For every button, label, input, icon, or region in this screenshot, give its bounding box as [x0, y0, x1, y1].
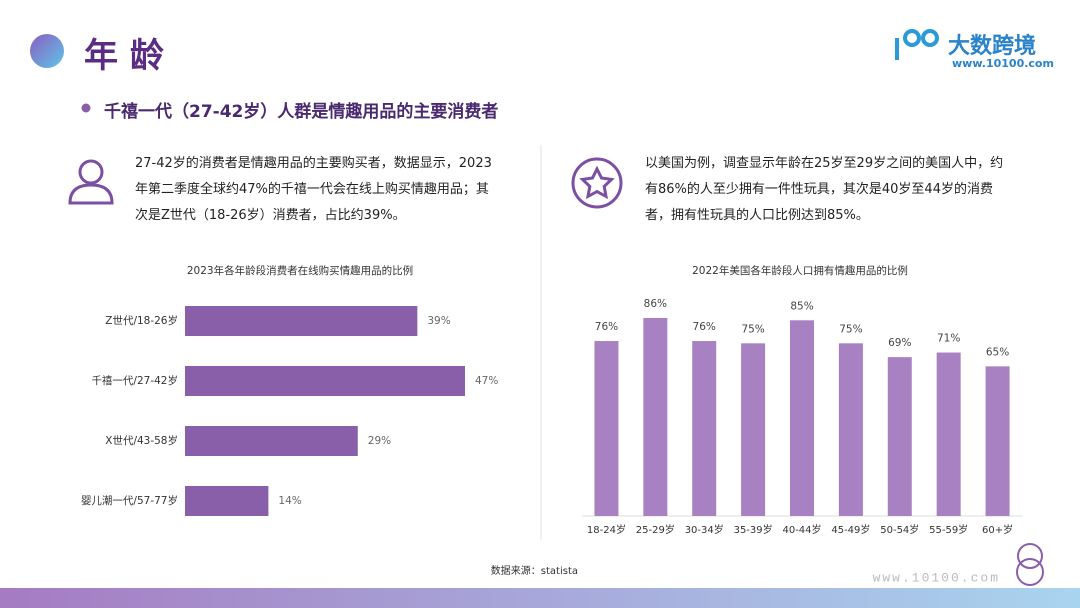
data-label: 14% — [278, 495, 301, 507]
person-icon — [68, 159, 114, 205]
bullet-dot — [81, 103, 91, 113]
x-tick-label: 30-34岁 — [685, 523, 724, 536]
data-label: 71% — [937, 333, 960, 345]
logo-text: 大数跨境 — [948, 34, 1037, 59]
bar — [692, 341, 717, 516]
x-tick-label: 55-59岁 — [929, 523, 968, 536]
bar — [790, 320, 814, 516]
data-label: 75% — [741, 323, 764, 335]
data-label: 86% — [644, 298, 667, 310]
paragraph: 27-42岁的消费者是情趣用品的主要购买者，数据显示，2023年第二季度全球约4… — [135, 156, 492, 223]
logo-url: www.10100.com — [952, 57, 1054, 70]
bar — [594, 341, 619, 516]
page-title: 年 龄 — [84, 36, 164, 76]
data-label: 75% — [839, 323, 862, 335]
data-label: 39% — [427, 315, 450, 327]
bar — [185, 426, 358, 456]
chart-title: 2022年美国各年龄段人口拥有情趣用品的比例 — [692, 264, 908, 277]
bar — [838, 343, 863, 516]
bar — [887, 357, 912, 516]
x-tick-label: 45-49岁 — [831, 523, 870, 536]
chart-title: 2023年各年龄段消费者在线购买情趣用品的比例 — [187, 264, 413, 277]
footer-url: www.10100.com — [873, 570, 1000, 585]
star-icon — [571, 157, 623, 209]
paragraph: 以美国为例，调查显示年龄在25岁至29岁之间的美国人中，约有86%的人至少拥有一… — [645, 156, 1004, 223]
bar — [185, 306, 418, 336]
bar — [185, 366, 465, 396]
x-tick-label: 18-24岁 — [587, 523, 626, 536]
footer-band — [0, 588, 1080, 608]
data-label: 76% — [693, 321, 716, 333]
x-tick-label: 50-54岁 — [880, 523, 919, 536]
y-tick-label: X世代/43-58岁 — [105, 434, 178, 447]
y-tick-label: Z世代/18-26岁 — [105, 314, 178, 327]
title-dot — [30, 34, 64, 68]
x-tick-label: 35-39岁 — [734, 523, 773, 536]
bar — [936, 352, 961, 516]
data-label: 47% — [475, 375, 498, 387]
x-tick-label: 60+岁 — [982, 523, 1013, 536]
data-label: 85% — [790, 300, 813, 312]
x-tick-label: 40-44岁 — [782, 523, 821, 536]
x-tick-label: 25-29岁 — [636, 523, 675, 536]
bar — [985, 366, 1010, 516]
bar — [185, 486, 269, 516]
y-tick-label: 婴儿潮一代/57-77岁 — [81, 494, 178, 507]
data-label: 69% — [888, 337, 911, 349]
bullet-text: 千禧一代（27-42岁）人群是情趣用品的主要消费者 — [104, 102, 499, 122]
bar — [741, 343, 766, 516]
y-tick-label: 千禧一代/27-42岁 — [91, 374, 178, 387]
logo-mark — [895, 29, 939, 60]
page-number-mark — [1016, 543, 1044, 586]
source: 数据来源：statista — [491, 564, 578, 577]
bar — [643, 318, 668, 516]
data-label: 65% — [986, 346, 1009, 358]
data-label: 76% — [595, 321, 618, 333]
data-label: 29% — [368, 435, 391, 447]
